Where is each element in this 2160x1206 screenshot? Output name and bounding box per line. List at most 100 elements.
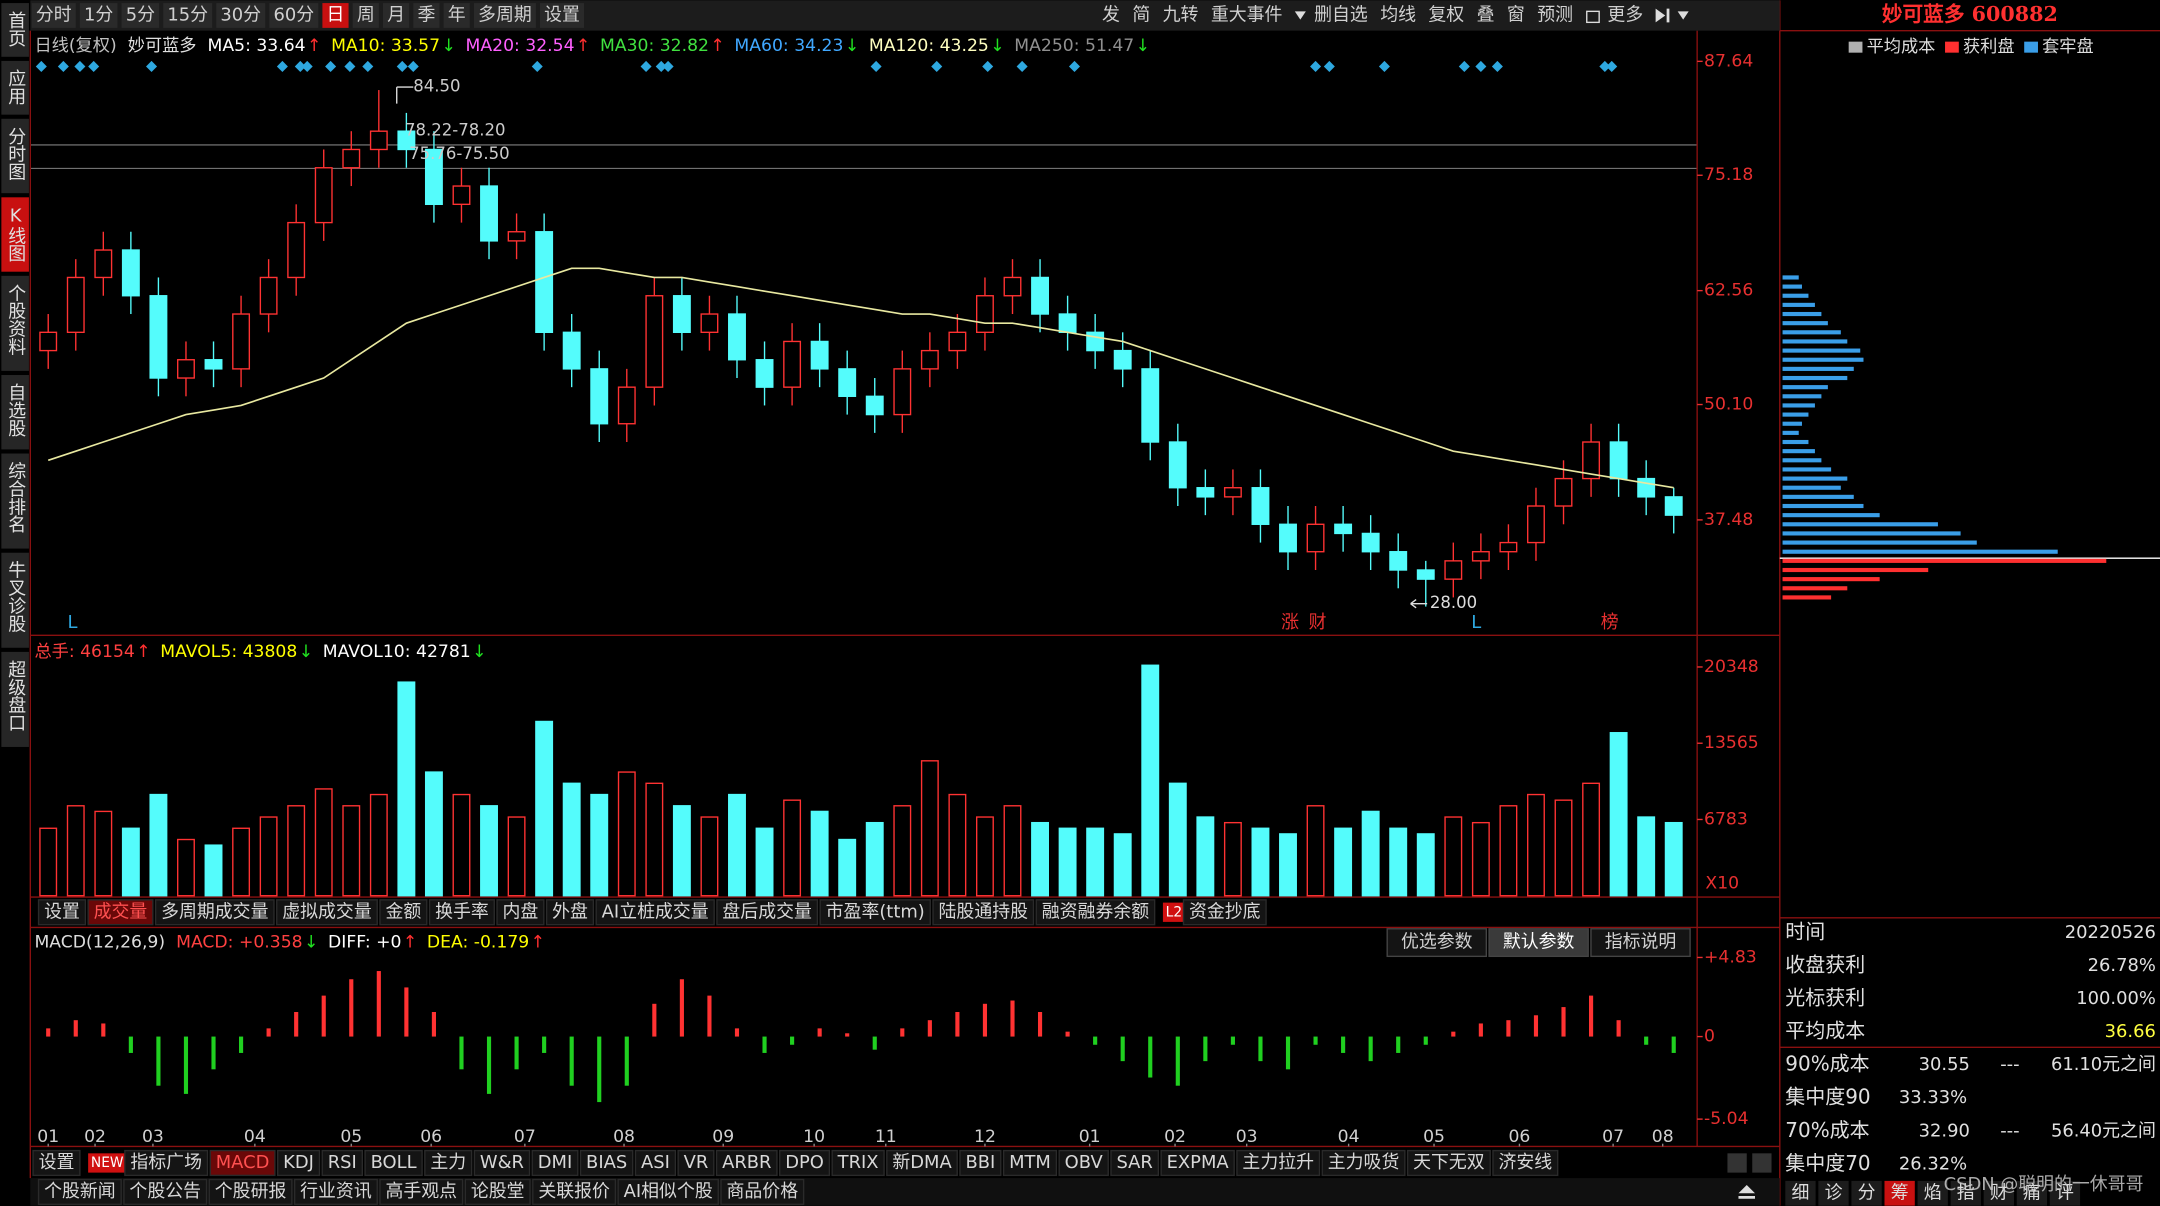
panel-tab[interactable]: 焰	[1924, 1182, 1942, 1203]
tab[interactable]: 关联报价	[538, 1181, 610, 1202]
event-marker[interactable]	[1310, 60, 1322, 72]
tab[interactable]: 虚拟成交量	[282, 901, 372, 922]
period-tab[interactable]: 60分	[273, 4, 314, 25]
tab[interactable]: KDJ	[283, 1152, 314, 1173]
event-marker[interactable]	[88, 60, 100, 72]
tab[interactable]: EXPMA	[1167, 1152, 1230, 1173]
event-marker[interactable]	[870, 60, 882, 72]
period-tab[interactable]: 15分	[167, 4, 208, 25]
period-tab[interactable]: 1分	[84, 4, 113, 25]
event-marker[interactable]	[1378, 60, 1390, 72]
param-button[interactable]: 指标说明	[1605, 932, 1677, 953]
tool-button[interactable]: 简	[1132, 4, 1150, 25]
tab[interactable]: W&R	[480, 1152, 524, 1173]
period-tab[interactable]: 分时	[36, 4, 72, 25]
tool-button[interactable]: 重大事件	[1211, 4, 1283, 25]
sidebar-tab[interactable]: 综合排名	[5, 462, 26, 534]
tab[interactable]: 主力拉升	[1242, 1152, 1314, 1173]
event-marker[interactable]	[662, 60, 674, 72]
panel-tab[interactable]: 筹	[1891, 1182, 1909, 1203]
period-tab[interactable]: 5分	[126, 4, 155, 25]
event-marker[interactable]	[1323, 60, 1335, 72]
event-marker[interactable]	[57, 60, 69, 72]
tab[interactable]: 论股堂	[471, 1181, 525, 1202]
event-marker[interactable]	[396, 60, 408, 72]
event-marker[interactable]	[294, 60, 306, 72]
panel-tab[interactable]: 细	[1792, 1182, 1810, 1203]
tab[interactable]: 外盘	[552, 901, 588, 922]
tab[interactable]: 设置	[44, 901, 80, 922]
tab[interactable]: TRIX	[837, 1152, 879, 1173]
event-marker[interactable]	[1491, 60, 1503, 72]
sidebar-tab[interactable]: 超级盘口	[5, 660, 26, 732]
period-tab[interactable]: 设置	[544, 4, 580, 25]
tool-button[interactable]: 发	[1102, 4, 1120, 25]
tab[interactable]: 行业资讯	[300, 1181, 372, 1202]
tab[interactable]: 资金抄底	[1189, 901, 1261, 922]
tab[interactable]: 换手率	[435, 901, 489, 922]
tab[interactable]: 融资融券余额	[1042, 901, 1149, 922]
tab[interactable]: DMI	[538, 1152, 573, 1173]
tab[interactable]: 成交量	[94, 901, 148, 922]
tab[interactable]: MACD	[216, 1152, 270, 1173]
panel-tab[interactable]: 财	[1990, 1182, 2008, 1203]
event-marker[interactable]	[301, 60, 313, 72]
sidebar-tab[interactable]: 应用	[5, 69, 26, 105]
panel-tab[interactable]: 诊	[1825, 1182, 1843, 1203]
event-marker[interactable]	[1606, 60, 1618, 72]
event-marker[interactable]	[146, 60, 158, 72]
tool-button[interactable]: 均线	[1380, 4, 1416, 25]
event-marker[interactable]	[931, 60, 943, 72]
tab[interactable]: AI相似个股	[624, 1181, 713, 1202]
sidebar-tab[interactable]: 分时图	[5, 127, 26, 181]
sidebar-tab[interactable]: 个股资料	[5, 284, 26, 356]
scroll-left[interactable]	[1727, 1153, 1747, 1173]
event-marker[interactable]	[1475, 60, 1487, 72]
panel-tab[interactable]: 指	[1957, 1182, 1975, 1203]
panel-tab[interactable]: 评	[2056, 1182, 2074, 1203]
period-tab[interactable]: 30分	[220, 4, 261, 25]
tool-button[interactable]: 预测	[1537, 4, 1573, 25]
event-marker[interactable]	[982, 60, 994, 72]
tool-button[interactable]: 叠	[1477, 4, 1495, 25]
tool-button[interactable]: 复权	[1428, 4, 1464, 25]
panel-tab[interactable]: 痛	[2023, 1182, 2041, 1203]
tab[interactable]: 主力	[430, 1152, 466, 1173]
event-marker[interactable]	[325, 60, 337, 72]
period-tab[interactable]: 月	[387, 4, 405, 25]
event-marker[interactable]	[74, 60, 86, 72]
event-marker[interactable]	[344, 60, 356, 72]
sidebar-tab[interactable]: 牛叉诊股	[5, 561, 26, 633]
event-marker[interactable]	[362, 60, 374, 72]
tab[interactable]: 主力吸货	[1328, 1152, 1400, 1173]
tab[interactable]: BIAS	[586, 1152, 627, 1173]
tab[interactable]: RSI	[328, 1152, 357, 1173]
scroll-top-icon[interactable]	[1738, 1185, 1755, 1199]
tab[interactable]: 新DMA	[892, 1152, 952, 1173]
tab[interactable]: BBI	[965, 1152, 995, 1173]
tool-button[interactable]: 九转	[1163, 4, 1199, 25]
event-marker[interactable]	[407, 60, 419, 72]
sidebar-tab[interactable]: K线图	[5, 206, 26, 263]
tool-button[interactable]: 窗	[1507, 4, 1525, 25]
event-marker[interactable]	[1458, 60, 1470, 72]
period-tab[interactable]: 日	[327, 4, 345, 25]
period-tab[interactable]: 多周期	[478, 4, 532, 25]
tab[interactable]: 济安线	[1498, 1152, 1552, 1173]
tab[interactable]: DPO	[785, 1152, 824, 1173]
tab[interactable]: ARBR	[722, 1152, 771, 1173]
period-tab[interactable]: 年	[448, 4, 466, 25]
tab[interactable]: 金额	[385, 901, 421, 922]
sidebar-tab[interactable]: 首页	[5, 11, 26, 47]
tab[interactable]: 设置	[39, 1152, 75, 1173]
param-button[interactable]: 优选参数	[1401, 932, 1473, 953]
sidebar-tab[interactable]: 自选股	[5, 383, 26, 437]
event-marker[interactable]	[531, 60, 543, 72]
panel-tab[interactable]: 分	[1858, 1182, 1876, 1203]
tab[interactable]: 多周期成交量	[161, 901, 268, 922]
event-marker[interactable]	[1068, 60, 1080, 72]
tab[interactable]: 个股研报	[215, 1181, 287, 1202]
tab[interactable]: 个股公告	[129, 1181, 201, 1202]
tab[interactable]: VR	[684, 1152, 709, 1173]
tab[interactable]: 天下无双	[1413, 1152, 1485, 1173]
